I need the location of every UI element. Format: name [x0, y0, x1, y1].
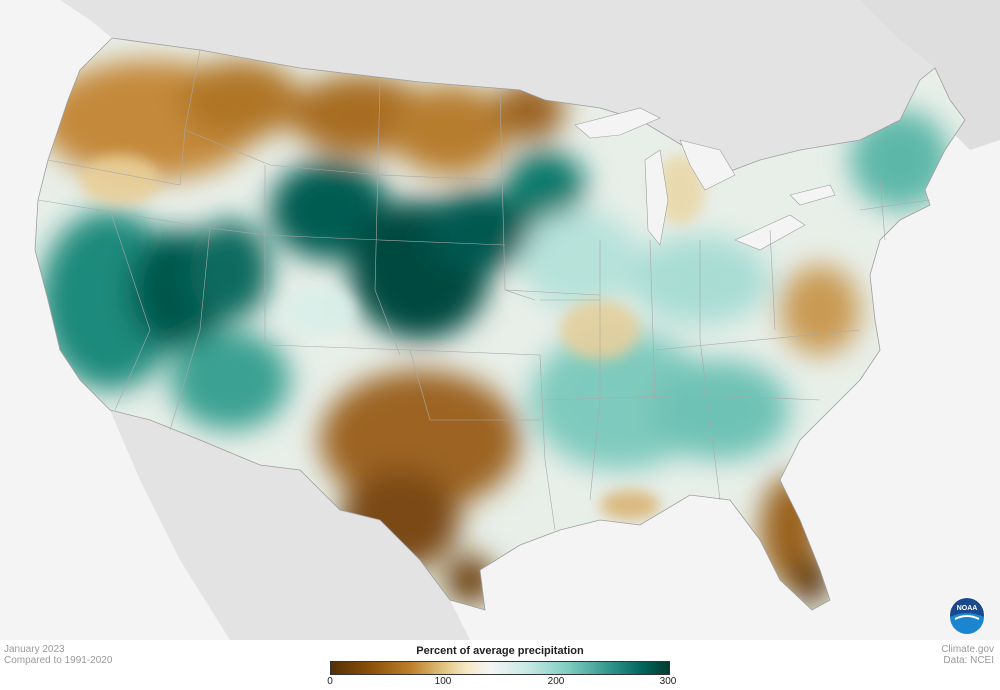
great-lakes [574, 107, 836, 251]
source-data: Data: NCEI [943, 655, 994, 666]
legend-title: Percent of average precipitation [416, 645, 584, 657]
legend-tick-300: 300 [659, 676, 677, 687]
legend: Percent of average precipitation 0 100 2… [327, 645, 676, 687]
precipitation-map: NOAA [0, 0, 1000, 640]
svg-text:NOAA: NOAA [957, 605, 978, 612]
precipitation-field [40, 60, 950, 605]
source-site: Climate.gov [941, 644, 994, 655]
legend-tick-0: 0 [327, 676, 333, 687]
surrounding-land [60, 0, 1000, 640]
map-date: January 2023 [4, 644, 65, 655]
legend-color-bar [330, 661, 670, 675]
map-footer: January 2023 Compared to 1991-2020 Perce… [0, 640, 1000, 690]
map-baseline: Compared to 1991-2020 [4, 655, 113, 666]
state-borders [37, 49, 931, 531]
legend-tick-100: 100 [434, 676, 452, 687]
noaa-logo: NOAA [949, 597, 985, 634]
legend-tick-200: 200 [547, 676, 565, 687]
